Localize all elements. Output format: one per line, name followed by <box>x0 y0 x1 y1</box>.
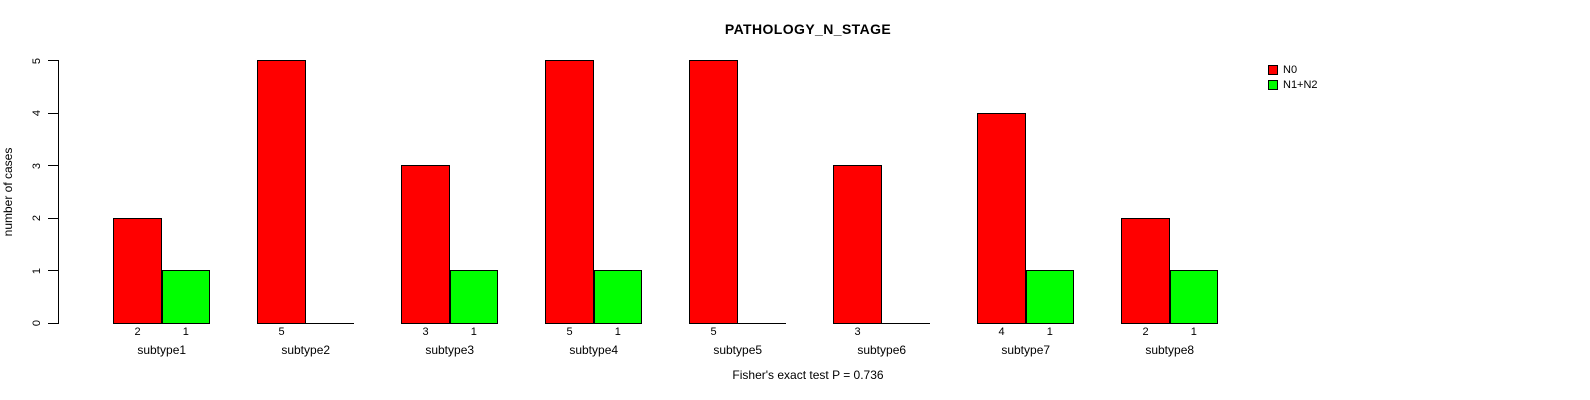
y-axis-tick <box>48 60 58 61</box>
y-axis-line <box>58 60 59 324</box>
bar-value-label: 3 <box>422 326 429 338</box>
bar-n0-subtype1 <box>113 217 162 324</box>
bar-value-label: 5 <box>278 326 285 338</box>
bar-value-label: 1 <box>1190 326 1197 338</box>
legend-swatch-n0 <box>1268 65 1278 75</box>
y-axis-tick-label: 4 <box>31 109 43 117</box>
legend-swatch-n1n2 <box>1268 80 1278 90</box>
y-axis-tick-label: 0 <box>31 319 43 327</box>
bar-value-label: 5 <box>710 326 717 338</box>
bar-n0-subtype7 <box>977 112 1026 324</box>
y-axis-tick <box>48 112 58 114</box>
y-axis-tick <box>48 165 58 166</box>
chart-title: PATHOLOGY_N_STAGE <box>724 21 892 37</box>
bar-value-label: 5 <box>566 326 573 338</box>
fisher-test-annotation: Fisher's exact test P = 0.736 <box>732 368 884 382</box>
legend-label: N1+N2 <box>1283 79 1318 91</box>
bar-n0-subtype5 <box>689 60 738 324</box>
bar-n1n2-subtype8 <box>1169 270 1218 324</box>
legend-row: N1+N2 <box>1268 79 1318 91</box>
group-baseline <box>257 322 354 324</box>
bar-n1n2-subtype7 <box>1025 270 1074 324</box>
bar-n1n2-subtype3 <box>449 270 498 324</box>
y-axis-tick-label: 5 <box>31 57 43 64</box>
category-label-subtype7: subtype7 <box>1001 343 1051 357</box>
bar-n0-subtype8 <box>1121 217 1170 324</box>
bar-value-label: 1 <box>614 326 621 338</box>
bar-value-label: 1 <box>1046 326 1053 338</box>
y-axis-tick <box>48 217 58 219</box>
bar-n0-subtype3 <box>401 165 450 324</box>
category-label-subtype3: subtype3 <box>425 343 475 357</box>
y-axis-tick-label: 1 <box>31 267 43 274</box>
legend-label: N0 <box>1283 64 1298 76</box>
y-axis-tick-label: 2 <box>31 214 43 222</box>
bar-value-label: 2 <box>134 326 141 338</box>
legend: N0 N1+N2 <box>1268 64 1318 94</box>
bar-value-label: 2 <box>1142 326 1149 338</box>
group-baseline <box>689 322 786 324</box>
bar-value-label: 4 <box>998 326 1005 338</box>
bar-value-label: 3 <box>854 326 861 338</box>
y-axis-label: number of cases <box>1 147 15 237</box>
bar-n0-subtype2 <box>257 60 306 324</box>
category-label-subtype1: subtype1 <box>137 343 187 357</box>
bar-n1n2-subtype1 <box>161 270 210 324</box>
bar-value-label: 1 <box>182 326 189 338</box>
category-label-subtype5: subtype5 <box>713 343 763 357</box>
group-baseline <box>833 322 930 324</box>
legend-row: N0 <box>1268 64 1318 76</box>
bar-n1n2-subtype4 <box>593 270 642 324</box>
category-label-subtype4: subtype4 <box>569 343 619 357</box>
y-axis-tick <box>48 270 58 271</box>
category-label-subtype2: subtype2 <box>281 343 331 357</box>
bar-n0-subtype6 <box>833 165 882 324</box>
bar-value-label: 1 <box>470 326 477 338</box>
category-label-subtype6: subtype6 <box>857 343 907 357</box>
bar-n0-subtype4 <box>545 60 594 324</box>
y-axis-tick <box>48 322 58 324</box>
y-axis-tick-label: 3 <box>31 162 43 169</box>
category-label-subtype8: subtype8 <box>1145 343 1195 357</box>
